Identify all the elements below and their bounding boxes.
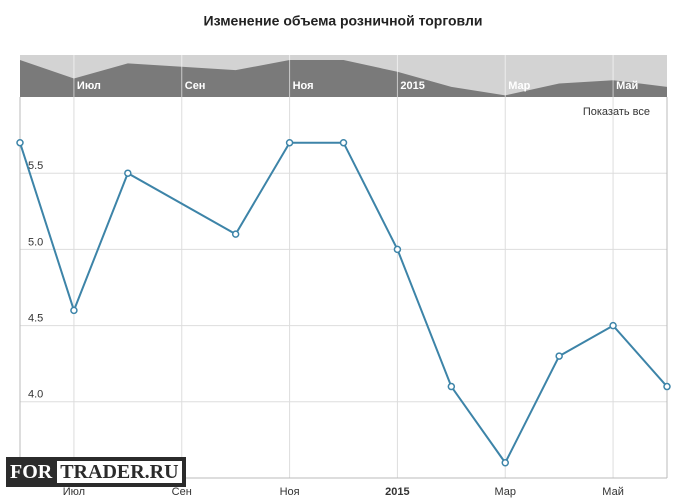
reset-button[interactable]: Показать все [583,106,650,118]
point [447,382,456,391]
y-tick-label: 4.5 [28,313,43,325]
x-tick-label: Мар [494,486,516,498]
navigator-tick-label: Июл [77,80,101,92]
navigator-tick-label: 2015 [400,80,424,92]
navigator-tick-label: Сен [185,80,206,92]
watermark-text: TRADER.RU [57,461,182,483]
y-tick-label: 4.0 [28,389,43,401]
navigator-tick-label: Ноя [293,80,314,92]
x-tick-label: Сен [172,486,192,498]
navigator-tick-label: Мар [508,80,530,92]
point [285,138,294,147]
point [124,169,132,177]
y-tick-label: 5.0 [28,236,43,248]
x-tick-label: Май [602,486,624,498]
watermark: FOR TRADER.RU [6,457,186,487]
y-tick-label: 5.5 [28,160,43,172]
x-tick-label: Ноя [280,486,300,498]
point [501,459,509,467]
point [393,245,402,254]
chart-title: Изменение объема розничной торговли [204,13,483,29]
point [555,352,563,360]
point [70,306,78,315]
navigator-tick-label: Май [616,80,638,92]
watermark-text: FOR [10,460,53,483]
point [339,138,348,147]
point [231,230,240,238]
x-tick-label: 2015 [385,486,409,498]
point [16,138,24,147]
point [663,382,671,391]
line [19,141,668,465]
point [609,321,617,330]
x-tick-label: Июл [63,486,85,498]
